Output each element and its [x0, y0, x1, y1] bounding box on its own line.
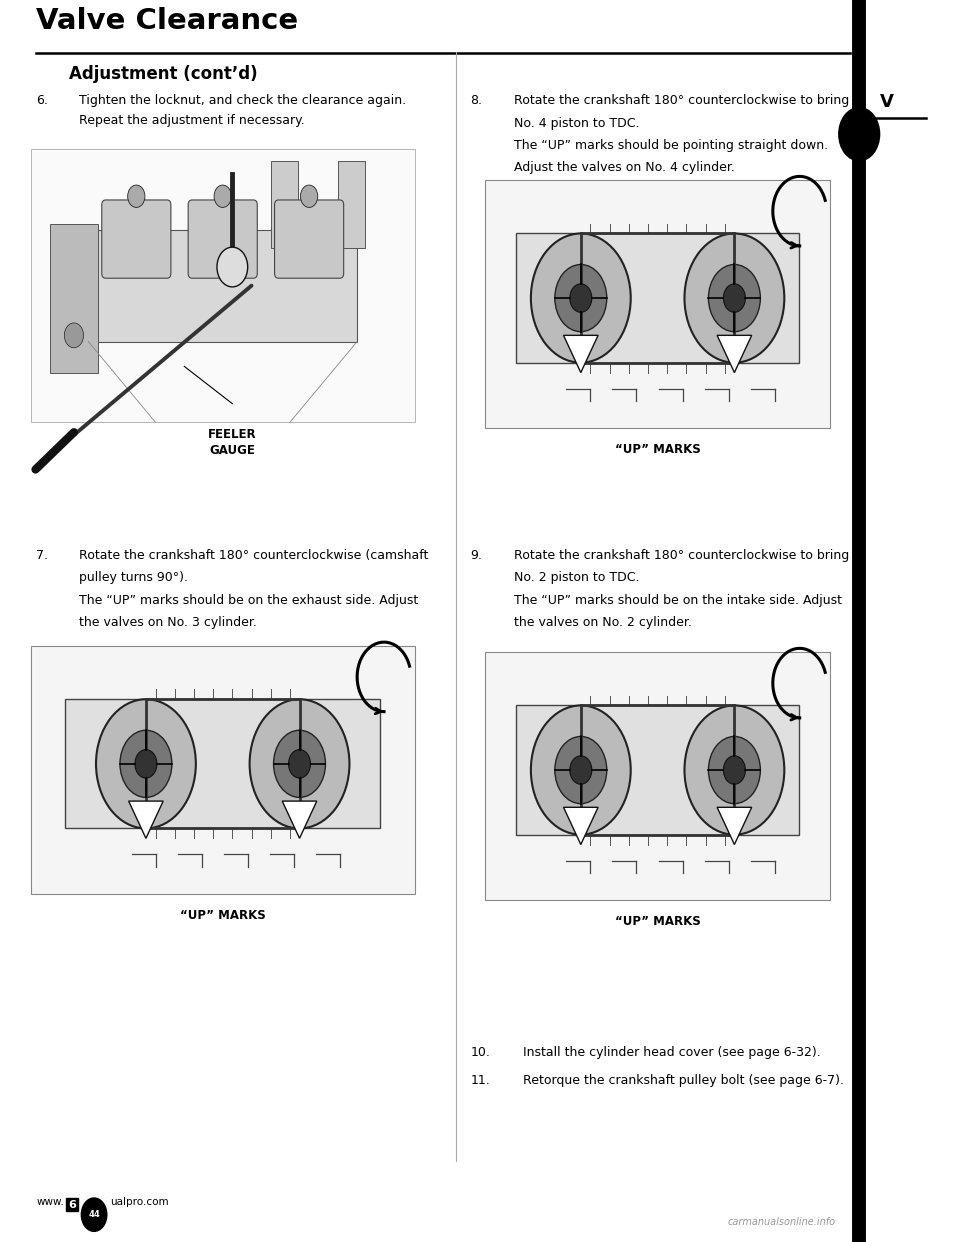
Text: FEELER
GAUGE: FEELER GAUGE [208, 428, 256, 457]
Text: 11.: 11. [470, 1074, 491, 1087]
Text: Rotate the crankshaft 180° counterclockwise to bring: Rotate the crankshaft 180° counterclockw… [514, 549, 849, 561]
Circle shape [570, 756, 591, 784]
Circle shape [555, 737, 607, 804]
Circle shape [708, 265, 760, 332]
FancyBboxPatch shape [50, 224, 98, 373]
FancyBboxPatch shape [102, 200, 171, 278]
Circle shape [531, 705, 631, 835]
FancyBboxPatch shape [338, 161, 365, 248]
FancyBboxPatch shape [65, 699, 380, 828]
Circle shape [96, 699, 196, 828]
Circle shape [708, 737, 760, 804]
Text: “UP” MARKS: “UP” MARKS [614, 443, 701, 456]
Text: “UP” MARKS: “UP” MARKS [180, 909, 266, 922]
Text: Install the cylinder head cover (see page 6-32).: Install the cylinder head cover (see pag… [523, 1046, 821, 1058]
Polygon shape [717, 335, 752, 373]
Circle shape [684, 233, 784, 363]
Circle shape [531, 233, 631, 363]
Circle shape [250, 699, 349, 828]
Text: the valves on No. 2 cylinder.: the valves on No. 2 cylinder. [514, 616, 691, 628]
Text: The “UP” marks should be on the intake side. Adjust: The “UP” marks should be on the intake s… [514, 594, 842, 606]
Text: Adjust the valves on No. 4 cylinder.: Adjust the valves on No. 4 cylinder. [514, 161, 734, 174]
Text: Retorque the crankshaft pulley bolt (see page 6-7).: Retorque the crankshaft pulley bolt (see… [523, 1074, 844, 1087]
Circle shape [64, 323, 84, 348]
Text: The “UP” marks should be pointing straight down.: The “UP” marks should be pointing straig… [514, 139, 828, 152]
Text: V: V [880, 93, 894, 111]
FancyBboxPatch shape [88, 230, 357, 342]
Text: 6.: 6. [36, 94, 48, 107]
Circle shape [214, 185, 231, 207]
Text: 10.: 10. [470, 1046, 491, 1058]
Text: No. 2 piston to TDC.: No. 2 piston to TDC. [514, 571, 639, 584]
Circle shape [724, 284, 745, 312]
Polygon shape [717, 807, 752, 845]
Text: “UP” MARKS: “UP” MARKS [614, 915, 701, 928]
Circle shape [289, 750, 310, 777]
Text: 6: 6 [68, 1200, 76, 1210]
FancyBboxPatch shape [516, 233, 800, 363]
Polygon shape [129, 801, 163, 838]
Polygon shape [282, 801, 317, 838]
Text: Rotate the crankshaft 180° counterclockwise to bring: Rotate the crankshaft 180° counterclockw… [514, 94, 849, 107]
Text: Repeat the adjustment if necessary.: Repeat the adjustment if necessary. [79, 114, 304, 127]
Circle shape [274, 730, 325, 797]
Circle shape [684, 705, 784, 835]
Circle shape [300, 185, 318, 207]
FancyBboxPatch shape [516, 705, 800, 835]
FancyBboxPatch shape [31, 646, 415, 894]
Text: No. 4 piston to TDC.: No. 4 piston to TDC. [514, 117, 639, 129]
Circle shape [555, 265, 607, 332]
Text: The “UP” marks should be on the exhaust side. Adjust: The “UP” marks should be on the exhaust … [79, 594, 418, 606]
Text: ualpro.com: ualpro.com [110, 1197, 169, 1207]
Circle shape [81, 1197, 108, 1232]
Text: Adjustment (cont’d): Adjustment (cont’d) [69, 65, 257, 82]
Circle shape [724, 756, 745, 784]
Circle shape [217, 247, 248, 287]
Circle shape [570, 284, 591, 312]
Text: 9.: 9. [470, 549, 482, 561]
FancyBboxPatch shape [188, 200, 257, 278]
Text: Tighten the locknut, and check the clearance again.: Tighten the locknut, and check the clear… [79, 94, 406, 107]
Text: the valves on No. 3 cylinder.: the valves on No. 3 cylinder. [79, 616, 256, 628]
Text: Rotate the crankshaft 180° counterclockwise (camshaft: Rotate the crankshaft 180° counterclockw… [79, 549, 428, 561]
Polygon shape [564, 807, 598, 845]
Polygon shape [564, 335, 598, 373]
FancyBboxPatch shape [485, 180, 830, 428]
FancyBboxPatch shape [271, 161, 298, 248]
Text: 7.: 7. [36, 549, 48, 561]
Text: pulley turns 90°).: pulley turns 90°). [79, 571, 188, 584]
Circle shape [135, 750, 156, 777]
FancyBboxPatch shape [485, 652, 830, 900]
Circle shape [120, 730, 172, 797]
Text: carmanualsonline.info: carmanualsonline.info [727, 1217, 835, 1227]
Text: 44: 44 [88, 1210, 100, 1220]
Circle shape [838, 107, 880, 161]
FancyBboxPatch shape [275, 200, 344, 278]
Text: www.: www. [36, 1197, 64, 1207]
FancyBboxPatch shape [31, 149, 415, 422]
Circle shape [128, 185, 145, 207]
Text: Valve Clearance: Valve Clearance [36, 6, 299, 35]
Text: 8.: 8. [470, 94, 482, 107]
